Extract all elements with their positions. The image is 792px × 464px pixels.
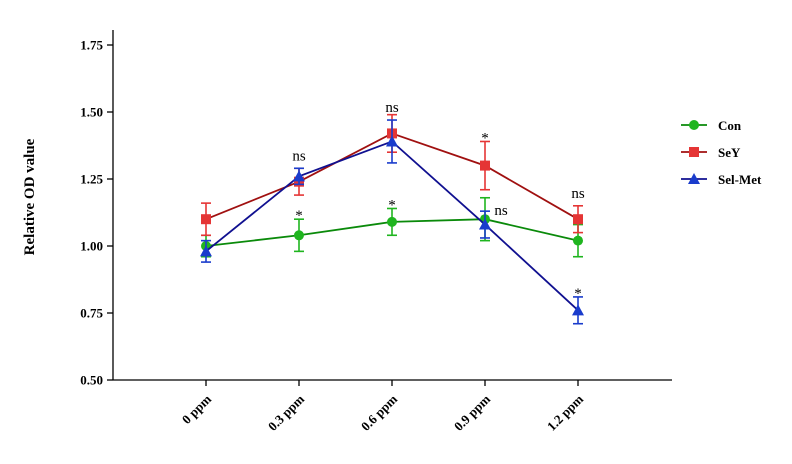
legend-label: Con (718, 118, 742, 133)
data-point (689, 147, 699, 157)
x-tick-label: 0 ppm (179, 391, 215, 427)
x-ticks: 0 ppm 0.3 ppm 0.6 ppm 0.9 ppm 1.2 ppm (179, 380, 586, 434)
data-point (688, 173, 700, 184)
y-tick-label: 0.75 (80, 306, 103, 321)
data-point (293, 170, 305, 182)
y-tick-label: 1.00 (80, 239, 103, 254)
significance-label: * (295, 208, 303, 224)
axes: 0.50 0.75 1.00 1.25 1.50 1.75 0 ppm 0.3 ppm 0.6… (80, 30, 672, 434)
legend-label: Sel-Met (718, 172, 762, 187)
y-tick-label: 1.25 (80, 172, 103, 187)
data-point (573, 214, 583, 225)
data-point (386, 135, 398, 147)
data-point (573, 235, 583, 246)
y-axis-title: Relative OD value (22, 138, 38, 255)
series-sel-met (200, 119, 584, 325)
data-point (200, 245, 212, 257)
legend: Con SeY Sel-Met (681, 118, 762, 187)
significance-label: * (481, 130, 489, 146)
legend-label: SeY (718, 145, 741, 160)
x-tick-label: 1.2 ppm (544, 391, 586, 433)
data-point (294, 230, 304, 241)
x-tick-label: 0.3 ppm (265, 391, 307, 433)
significance-label: ns (494, 203, 508, 219)
significance-label: * (388, 197, 396, 213)
legend-item-con: Con (681, 118, 742, 133)
legend-item-sey: SeY (681, 145, 741, 160)
data-point (689, 120, 699, 130)
y-ticks: 0.50 0.75 1.00 1.25 1.50 1.75 (80, 38, 113, 388)
x-tick-label: 0.6 ppm (358, 391, 400, 433)
data-point (201, 214, 211, 225)
data-point (572, 304, 584, 316)
series-layer: * * * ns ns ns ns * (200, 100, 585, 325)
significance-annotations: * * * ns ns ns ns * (292, 100, 585, 302)
significance-label: ns (385, 100, 399, 116)
x-tick-label: 0.9 ppm (451, 391, 493, 433)
y-tick-label: 0.50 (80, 373, 103, 388)
significance-label: ns (571, 186, 585, 202)
y-tick-label: 1.50 (80, 105, 103, 120)
significance-label: ns (292, 148, 306, 164)
significance-label: * (574, 286, 582, 302)
data-point (387, 216, 397, 227)
data-point (479, 218, 491, 230)
y-tick-label: 1.75 (80, 38, 103, 53)
data-point (480, 160, 490, 171)
legend-item-sel-met: Sel-Met (681, 172, 762, 187)
